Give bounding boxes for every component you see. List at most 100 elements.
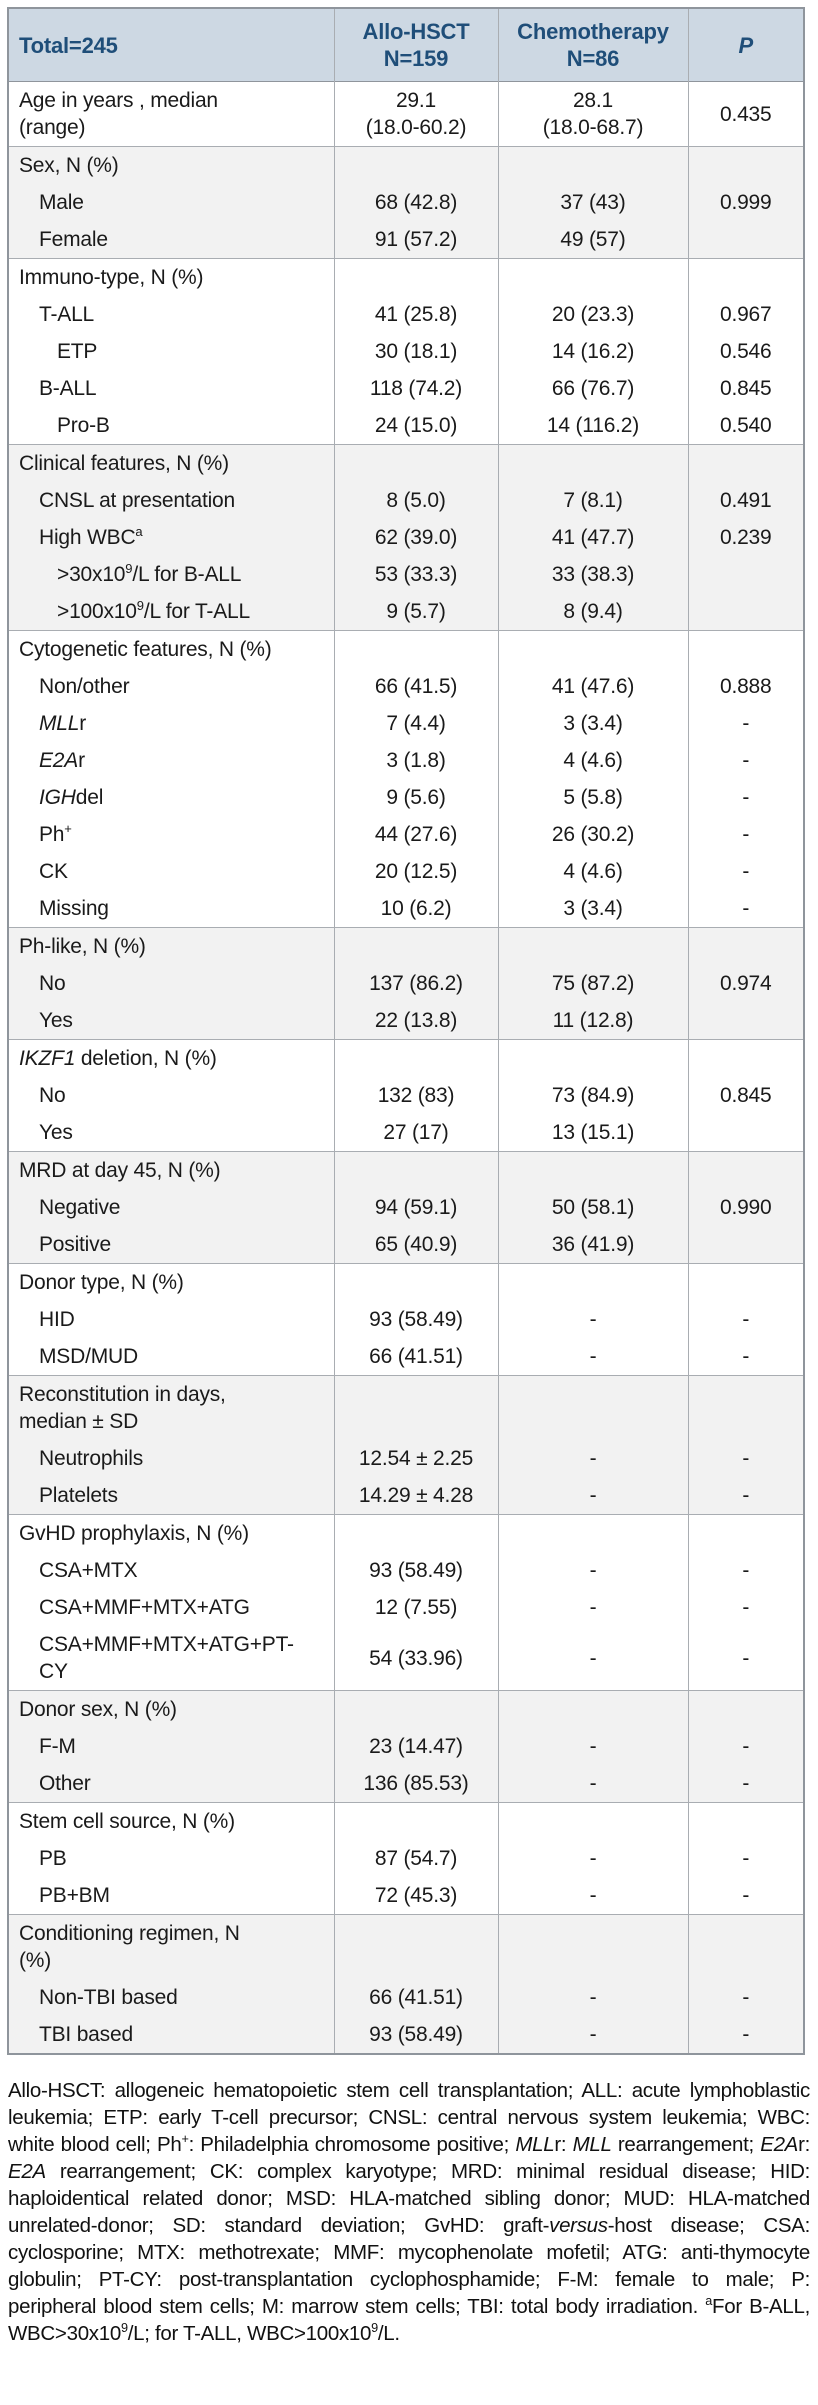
section-immuno-type: Immuno-type, N (%) T-ALL 41 (25.8) 20 (23.3… — [8, 258, 804, 445]
cell-chemotherapy: 5 (5.8) — [497, 779, 688, 816]
row-label: Neutrophils — [8, 1440, 334, 1477]
table-row: Age in years , median (range) 29.1 (18.0-… — [8, 81, 804, 147]
cell-allo-hsct: 9 (5.6) — [333, 779, 498, 816]
row-label: F-M — [8, 1728, 334, 1765]
cell-chemotherapy — [497, 146, 688, 184]
table-row: IGHdel 9 (5.6) 5 (5.8) - — [8, 779, 804, 816]
cell-allo-hsct: 54 (33.96) — [333, 1626, 498, 1691]
cell-p-value — [687, 593, 804, 631]
cell-chemotherapy: - — [497, 1765, 688, 1803]
cell-p-value — [687, 1802, 804, 1840]
characteristics-table: Total=245 Allo-HSCT N=159 Chemotherapy N… — [7, 7, 805, 2055]
cell-allo-hsct: 93 (58.49) — [333, 2016, 498, 2054]
cell-chemotherapy: 49 (57) — [497, 221, 688, 259]
cell-chemotherapy — [497, 927, 688, 965]
cell-p-value: - — [687, 1338, 804, 1376]
cell-chemotherapy: 3 (3.4) — [497, 705, 688, 742]
cell-p-value: 0.540 — [687, 407, 804, 445]
cell-chemotherapy: 13 (15.1) — [497, 1114, 688, 1152]
cell-chemotherapy: - — [497, 1477, 688, 1515]
section-mrd-day-45: MRD at day 45, N (%) Negative 94 (59.1) 50 … — [8, 1151, 804, 1264]
table-row: HID 93 (58.49) - - — [8, 1301, 804, 1338]
cell-allo-hsct: 10 (6.2) — [333, 890, 498, 928]
cell-p-value — [687, 1114, 804, 1152]
col-header-total: Total=245 — [8, 8, 334, 82]
cell-chemotherapy — [497, 630, 688, 668]
row-label: MRD at day 45, N (%) — [8, 1151, 334, 1189]
table-row: Positive 65 (40.9) 36 (41.9) — [8, 1226, 804, 1264]
row-label: ETP — [8, 333, 334, 370]
table-row: Yes 22 (13.8) 11 (12.8) — [8, 1002, 804, 1040]
row-label: PB+BM — [8, 1877, 334, 1915]
cell-allo-hsct: 44 (27.6) — [333, 816, 498, 853]
section-donor-type: Donor type, N (%) HID 93 (58.49) - - MSD/MUD 6… — [8, 1263, 804, 1376]
cell-allo-hsct: 68 (42.8) — [333, 184, 498, 221]
cell-chemotherapy — [497, 1375, 688, 1440]
row-label: Cytogenetic features, N (%) — [8, 630, 334, 668]
cell-p-value: - — [687, 705, 804, 742]
cell-p-value: - — [687, 1552, 804, 1589]
cell-p-value: 0.990 — [687, 1189, 804, 1226]
row-label: HID — [8, 1301, 334, 1338]
table-row: E2Ar 3 (1.8) 4 (4.6) - — [8, 742, 804, 779]
cell-allo-hsct: 87 (54.7) — [333, 1840, 498, 1877]
row-label: E2Ar — [8, 742, 334, 779]
cell-chemotherapy — [497, 444, 688, 482]
page: Total=245 Allo-HSCT N=159 Chemotherapy N… — [7, 7, 810, 2345]
cell-allo-hsct: 66 (41.51) — [333, 1338, 498, 1376]
table-row: Other 136 (85.53) - - — [8, 1765, 804, 1803]
cell-p-value: 0.974 — [687, 965, 804, 1002]
row-label: Yes — [8, 1114, 334, 1152]
row-label: MLLr — [8, 705, 334, 742]
cell-p-value: 0.546 — [687, 333, 804, 370]
cell-p-value: 0.845 — [687, 1077, 804, 1114]
cell-allo-hsct: 66 (41.51) — [333, 1979, 498, 2016]
table-row: MRD at day 45, N (%) — [8, 1151, 804, 1189]
cell-chemotherapy — [497, 1914, 688, 1979]
cell-chemotherapy: 26 (30.2) — [497, 816, 688, 853]
table-row: Donor type, N (%) — [8, 1263, 804, 1301]
cell-p-value: - — [687, 853, 804, 890]
cell-chemotherapy: 37 (43) — [497, 184, 688, 221]
table-row: CSA+MMF+MTX+ATG 12 (7.55) - - — [8, 1589, 804, 1626]
table-row: Platelets 14.29 ± 4.28- - — [8, 1477, 804, 1515]
cell-allo-hsct: 30 (18.1) — [333, 333, 498, 370]
cell-allo-hsct — [333, 1375, 498, 1440]
cell-allo-hsct — [333, 1690, 498, 1728]
row-label: CSA+MTX — [8, 1552, 334, 1589]
cell-allo-hsct: 132 (83) — [333, 1077, 498, 1114]
table-row: T-ALL 41 (25.8) 20 (23.3) 0.967 — [8, 296, 804, 333]
cell-chemotherapy: 41 (47.7) — [497, 519, 688, 556]
row-label: High WBCa — [8, 519, 334, 556]
cell-chemotherapy: 75 (87.2) — [497, 965, 688, 1002]
cell-allo-hsct: 23 (14.47) — [333, 1728, 498, 1765]
row-label: Non/other — [8, 668, 334, 705]
cell-p-value: - — [687, 2016, 804, 2054]
table-row: >30x109/L for B-ALL 53 (33.3) 33 (38.3) — [8, 556, 804, 593]
cell-allo-hsct: 7 (4.4) — [333, 705, 498, 742]
cell-allo-hsct: 8 (5.0) — [333, 482, 498, 519]
cell-p-value — [687, 221, 804, 259]
cell-allo-hsct — [333, 146, 498, 184]
row-label: IGHdel — [8, 779, 334, 816]
cell-p-value: - — [687, 1728, 804, 1765]
col-header-allo-hsct: Allo-HSCT N=159 — [333, 8, 498, 82]
table-row: Pro-B 24 (15.0) 14 (116.2) 0.540 — [8, 407, 804, 445]
row-label: Platelets — [8, 1477, 334, 1515]
cell-allo-hsct — [333, 1802, 498, 1840]
table-row: Non-TBI based 66 (41.51) - - — [8, 1979, 804, 2016]
section-sex: Sex, N (%) Male 68 (42.8) 37 (43) 0.999 Femal… — [8, 146, 804, 259]
cell-chemotherapy: 50 (58.1) — [497, 1189, 688, 1226]
cell-allo-hsct: 41 (25.8) — [333, 296, 498, 333]
table-row: Cytogenetic features, N (%) — [8, 630, 804, 668]
cell-p-value: - — [687, 742, 804, 779]
cell-chemotherapy: 33 (38.3) — [497, 556, 688, 593]
cell-allo-hsct: 27 (17) — [333, 1114, 498, 1152]
cell-p-value: - — [687, 1840, 804, 1877]
cell-allo-hsct — [333, 630, 498, 668]
table-row: Yes 27 (17) 13 (15.1) — [8, 1114, 804, 1152]
header-row: Total=245 Allo-HSCT N=159 Chemotherapy N… — [8, 8, 804, 82]
cell-chemotherapy: 20 (23.3) — [497, 296, 688, 333]
cell-chemotherapy: 73 (84.9) — [497, 1077, 688, 1114]
table-row: GvHD prophylaxis, N (%) — [8, 1514, 804, 1552]
